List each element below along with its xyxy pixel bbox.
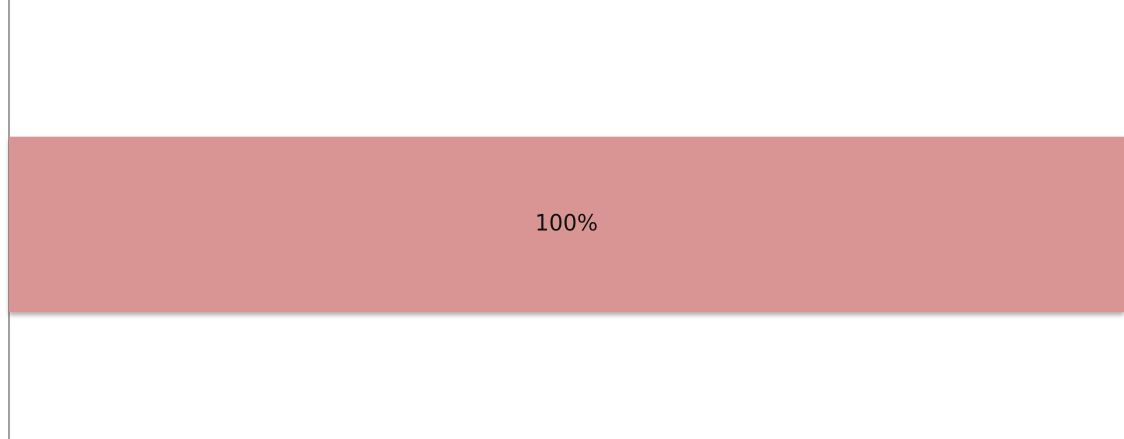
data-label: 100% [535,212,598,237]
bar [9,136,1124,313]
